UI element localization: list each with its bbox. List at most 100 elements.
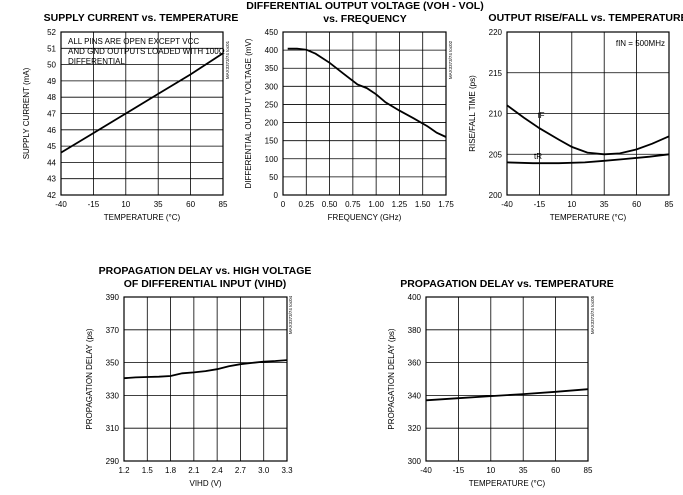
chart-5: PROPAGATION DELAY vs. TEMPERATURE -40 -15 1… [387, 278, 614, 488]
x-tick-label: -15 [453, 466, 465, 475]
series-label-tf: tF [537, 111, 544, 120]
series-line [425, 388, 589, 402]
series-label-tr: tR [534, 152, 542, 161]
x-tick-label: 1.00 [368, 200, 384, 209]
x-axis-label: TEMPERATURE (°C) [104, 213, 181, 222]
y-tick-label: 43 [47, 175, 56, 184]
x-tick-label: 2.4 [212, 466, 224, 475]
x-tick-label: 85 [219, 200, 228, 209]
y-tick-label: 50 [269, 173, 278, 182]
series-line [123, 359, 288, 380]
x-tick-label: 1.8 [165, 466, 177, 475]
x-tick-label: 35 [600, 200, 609, 209]
plot-frame [60, 31, 224, 196]
x-axis-label: TEMPERATURE (°C) [469, 479, 546, 488]
y-tick-label: 450 [265, 28, 279, 37]
y-tick-label: 50 [47, 61, 56, 70]
y-tick-label: 350 [106, 359, 120, 368]
y-tick-label: 390 [106, 293, 120, 302]
y-tick-label: 46 [47, 126, 56, 135]
y-tick-label: 300 [265, 82, 279, 91]
part-number-mark: MAX3373/74 toc02 [448, 40, 453, 79]
x-tick-label: 60 [632, 200, 641, 209]
y-tick-label: 290 [106, 457, 120, 466]
x-tick-label: -40 [55, 200, 67, 209]
plot-frame [506, 31, 670, 196]
x-tick-label: 10 [567, 200, 576, 209]
x-tick-label: 3.3 [281, 466, 293, 475]
chart-3: OUTPUT RISE/FALL vs. TEMPERATURE -40 -15 10… [468, 12, 683, 222]
y-axis-label: SUPPLY CURRENT (mA) [22, 67, 31, 159]
y-axis-label: PROPAGATION DELAY (ps) [85, 328, 94, 430]
x-tick-label: 2.1 [188, 466, 200, 475]
y-tick-label: 400 [408, 293, 422, 302]
chart-title: OUTPUT RISE/FALL vs. TEMPERATURE [488, 12, 683, 24]
y-tick-label: 250 [265, 100, 279, 109]
x-tick-label: -15 [534, 200, 546, 209]
x-tick-label: 0.25 [298, 200, 314, 209]
part-number-mark: MAX3373/74 toc05 [590, 295, 595, 334]
chart-subtitle: OF DIFFERENTIAL INPUT (VIHD) [124, 278, 287, 290]
y-tick-label: 150 [265, 137, 279, 146]
y-tick-label: 310 [106, 424, 120, 433]
y-tick-label: 200 [265, 119, 279, 128]
y-tick-label: 300 [408, 457, 422, 466]
x-tick-label: -15 [88, 200, 100, 209]
series-line [60, 52, 224, 154]
chart-title: SUPPLY CURRENT vs. TEMPERATURE [44, 12, 239, 24]
chart-title: PROPAGATION DELAY vs. TEMPERATURE [400, 278, 614, 290]
y-tick-label: 100 [265, 155, 279, 164]
y-tick-label: 0 [274, 191, 279, 200]
y-axis-label: PROPAGATION DELAY (ps) [387, 328, 396, 430]
y-tick-label: 45 [47, 142, 56, 151]
y-tick-label: 380 [408, 326, 422, 335]
y-tick-label: 360 [408, 359, 422, 368]
y-tick-label: 350 [265, 64, 279, 73]
x-tick-label: 0.50 [322, 200, 338, 209]
y-tick-label: 320 [408, 424, 422, 433]
part-number-mark: MAX3373/74 toc04 [288, 295, 293, 334]
part-number-mark: MAX3373/74 toc01 [225, 40, 230, 79]
chart-subtitle: vs. FREQUENCY [323, 13, 406, 25]
x-tick-label: 1.5 [142, 466, 154, 475]
chart-2: DIFFERENTIAL OUTPUT VOLTAGE (VOH - VOL)v… [244, 0, 484, 222]
x-axis-label: FREQUENCY (GHz) [328, 213, 402, 222]
chart-title: DIFFERENTIAL OUTPUT VOLTAGE (VOH - VOL) [246, 0, 483, 12]
x-tick-label: 0 [281, 200, 286, 209]
x-tick-label: 35 [154, 200, 163, 209]
annotation-line-2: AND GND OUTPUTS LOADED WITH 100Ω [68, 47, 225, 56]
annotation-line-1: ALL PINS ARE OPEN EXCEPT VCC [68, 37, 199, 46]
y-axis-label: DIFFERENTIAL OUTPUT VOLTAGE (mV) [244, 38, 253, 188]
x-tick-label: -40 [501, 200, 513, 209]
y-tick-label: 42 [47, 191, 56, 200]
y-tick-label: 400 [265, 46, 279, 55]
x-tick-label: 1.25 [392, 200, 408, 209]
y-tick-label: 48 [47, 93, 56, 102]
plot-frame [425, 296, 589, 462]
x-tick-label: 60 [551, 466, 560, 475]
plot-frame [123, 296, 288, 462]
y-tick-label: 330 [106, 391, 120, 400]
x-tick-label: 3.0 [258, 466, 270, 475]
x-tick-label: -40 [420, 466, 432, 475]
y-tick-label: 49 [47, 77, 56, 86]
x-axis-label: VIHD (V) [190, 479, 222, 488]
chart-1: SUPPLY CURRENT vs. TEMPERATURE -40 -15 10 35… [22, 12, 238, 222]
frequency-annotation: fIN = 500MHz [616, 39, 665, 48]
series-line-tr [506, 153, 670, 165]
y-tick-label: 44 [47, 158, 56, 167]
y-tick-label: 215 [489, 69, 503, 78]
x-tick-label: 35 [519, 466, 528, 475]
y-tick-label: 340 [408, 391, 422, 400]
y-tick-label: 47 [47, 110, 56, 119]
x-tick-label: 60 [186, 200, 195, 209]
x-tick-label: 2.7 [235, 466, 247, 475]
y-tick-label: 210 [489, 110, 503, 119]
y-tick-label: 200 [489, 191, 503, 200]
series-line-tf [506, 104, 670, 156]
x-tick-label: 85 [665, 200, 674, 209]
y-tick-label: 205 [489, 150, 503, 159]
plot-frame [282, 31, 447, 196]
